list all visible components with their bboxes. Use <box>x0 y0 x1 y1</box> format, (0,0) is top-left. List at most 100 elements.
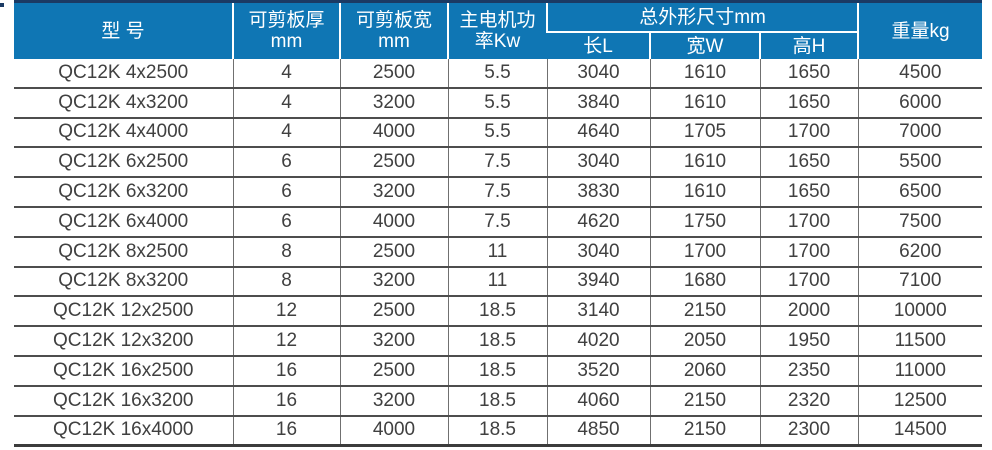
cut-width-label-line1: 可剪板宽 <box>355 10 432 31</box>
value-cell: 1680 <box>649 266 760 298</box>
value-cell: 4640 <box>546 117 650 149</box>
value-cell: 6 <box>232 206 340 238</box>
value-cell: 16 <box>232 385 340 417</box>
value-cell: 5500 <box>857 147 983 179</box>
spec-table-body: QC12K 4x2500 4 2500 5.5 3040 1610 1650 4500 QC12… <box>14 59 983 448</box>
model-cell: QC12K 16x2500 <box>14 355 233 387</box>
value-cell: 3520 <box>546 355 650 387</box>
value-cell: 6500 <box>857 177 983 208</box>
value-cell: 3830 <box>546 177 650 208</box>
value-cell: 2350 <box>759 355 859 387</box>
value-cell: 6 <box>232 177 340 208</box>
model-cell: QC12K 4x3200 <box>14 87 233 119</box>
value-cell: 1650 <box>759 87 859 119</box>
value-cell: 2150 <box>649 296 760 328</box>
value-cell: 1705 <box>649 117 760 149</box>
value-cell: 1700 <box>759 117 859 149</box>
value-cell: 2150 <box>649 385 760 417</box>
value-cell: 3200 <box>339 266 448 298</box>
table-row: QC12K 16x3200 16 3200 18.5 4060 2150 2320 12500 <box>14 385 983 417</box>
column-header-model-label: 型 号 <box>101 20 145 42</box>
value-cell: 1700 <box>759 266 859 298</box>
value-cell: 4850 <box>546 415 650 448</box>
value-cell: 4 <box>232 117 340 149</box>
thickness-label-line1: 可剪板厚 <box>248 10 325 31</box>
column-header-cut-width: 可剪板宽 mm <box>339 0 448 59</box>
model-cell: QC12K 4x2500 <box>14 59 233 89</box>
model-cell: QC12K 6x4000 <box>14 206 233 238</box>
value-cell: 11500 <box>857 326 983 357</box>
value-cell: 2500 <box>339 296 448 328</box>
value-cell: 6000 <box>857 87 983 119</box>
header-row-sub: 长L 宽W 高H <box>14 32 982 59</box>
table-row: QC12K 16x4000 16 4000 18.5 4850 2150 2300 14500 <box>14 415 983 448</box>
value-cell: 1700 <box>759 206 859 238</box>
value-cell: 2000 <box>759 296 859 328</box>
table-row: QC12K 6x3200 6 3200 7.5 3830 1610 1650 6500 <box>14 177 983 208</box>
height-label: 高H <box>792 35 826 57</box>
value-cell: 4 <box>232 87 340 119</box>
value-cell: 2500 <box>339 59 448 89</box>
value-cell: 12500 <box>857 385 983 417</box>
table-row: QC12K 6x2500 6 2500 7.5 3040 1610 1650 5500 <box>14 147 983 179</box>
width-label: 宽W <box>686 35 724 57</box>
model-cell: QC12K 16x4000 <box>14 415 233 448</box>
value-cell: 4 <box>232 59 340 89</box>
value-cell: 2500 <box>339 355 448 387</box>
value-cell: 7.5 <box>447 177 547 208</box>
value-cell: 3140 <box>546 296 650 328</box>
cut-width-label-line2: mm <box>378 31 410 52</box>
table-row: QC12K 12x2500 12 2500 18.5 3140 2150 2000 10000 <box>14 296 983 328</box>
value-cell: 5.5 <box>447 117 547 149</box>
value-cell: 7100 <box>857 266 983 298</box>
column-header-motor-power: 主电机功 率Kw <box>447 0 547 59</box>
model-cell: QC12K 8x2500 <box>14 236 233 268</box>
model-cell: QC12K 4x4000 <box>14 117 233 149</box>
column-header-width: 宽W <box>649 32 760 59</box>
value-cell: 3040 <box>546 147 650 179</box>
value-cell: 2320 <box>759 385 859 417</box>
value-cell: 1650 <box>759 177 859 208</box>
model-cell: QC12K 16x3200 <box>14 385 233 417</box>
value-cell: 3840 <box>546 87 650 119</box>
value-cell: 12 <box>232 326 340 357</box>
value-cell: 3040 <box>546 59 650 89</box>
column-header-dimensions-group: 总外形尺寸mm <box>545 0 859 33</box>
value-cell: 3200 <box>339 87 448 119</box>
table-row: QC12K 16x2500 16 2500 18.5 3520 2060 2350 11000 <box>14 355 983 387</box>
value-cell: 7500 <box>857 206 983 238</box>
value-cell: 18.5 <box>447 296 547 328</box>
spec-table: 型 号 可剪板厚 mm 可剪板宽 mm 主电机功 率Kw 总外形尺寸mm <box>14 0 983 448</box>
value-cell: 18.5 <box>447 355 547 387</box>
model-cell: QC12K 12x3200 <box>14 326 233 357</box>
value-cell: 1610 <box>649 147 760 179</box>
value-cell: 18.5 <box>447 385 547 417</box>
value-cell: 8 <box>232 266 340 298</box>
column-header-height: 高H <box>758 32 859 59</box>
value-cell: 1650 <box>759 59 859 89</box>
dimensions-group-label: 总外形尺寸mm <box>639 6 766 28</box>
value-cell: 2150 <box>649 415 760 448</box>
column-header-length: 长L <box>547 32 650 59</box>
value-cell: 1750 <box>649 206 760 238</box>
column-header-model: 型 号 <box>14 0 233 59</box>
table-row: QC12K 12x3200 12 3200 18.5 4020 2050 1950 11500 <box>14 326 983 357</box>
value-cell: 4000 <box>339 415 448 448</box>
table-row: QC12K 4x3200 4 3200 5.5 3840 1610 1650 6000 <box>14 87 983 119</box>
thickness-label-line2: mm <box>270 31 303 52</box>
length-label: 长L <box>583 35 613 57</box>
value-cell: 3040 <box>546 236 650 268</box>
value-cell: 7.5 <box>447 206 547 238</box>
value-cell: 12 <box>232 296 340 328</box>
value-cell: 1700 <box>759 236 859 268</box>
table-row: QC12K 4x4000 4 4000 5.5 4640 1705 1700 7000 <box>14 117 983 149</box>
value-cell: 14500 <box>857 415 983 448</box>
motor-power-label-line2: 率Kw <box>474 31 521 52</box>
value-cell: 4620 <box>546 206 650 238</box>
value-cell: 2500 <box>339 236 448 268</box>
model-cell: QC12K 8x3200 <box>14 266 233 298</box>
model-cell: QC12K 6x3200 <box>14 177 233 208</box>
value-cell: 2050 <box>649 326 760 357</box>
value-cell: 4020 <box>546 326 650 357</box>
